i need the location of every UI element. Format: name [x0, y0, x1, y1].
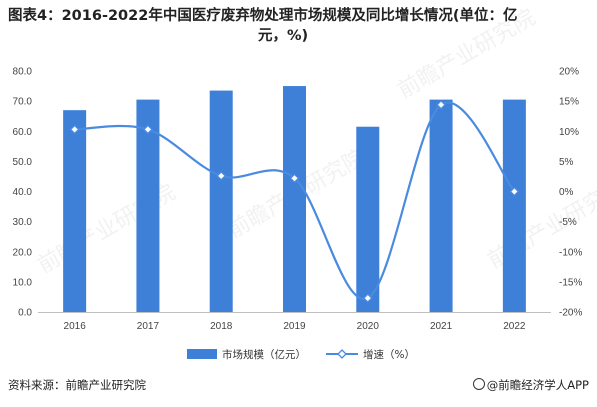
line-point-marker: [436, 99, 447, 110]
x-tick-label: 2018: [210, 321, 233, 332]
y-left-tick-label: 40.0: [13, 187, 33, 198]
x-tick-label: 2021: [430, 321, 453, 332]
y-left-tick-label: 10.0: [13, 277, 33, 288]
chart-title: 图表4：2016-2022年中国医疗废弃物处理市场规模及同比增长情况(单位：亿 …: [8, 6, 588, 46]
line-point-marker: [216, 170, 227, 181]
bar: [136, 99, 160, 313]
brand-footer: @前瞻经济学人APP: [472, 377, 589, 393]
y-left-tick-label: 30.0: [13, 217, 33, 228]
legend: 市场规模（亿元） 增速（%）: [187, 348, 415, 361]
line-point-marker: [362, 293, 373, 304]
legend-line-marker: [337, 349, 347, 359]
line-point-marker: [69, 124, 80, 135]
line-point-marker: [509, 186, 520, 197]
brand-name: @前瞻经济学人APP: [486, 378, 589, 392]
y-right-tick-label: 5%: [559, 157, 574, 168]
y-right-tick-label: -10%: [559, 247, 582, 258]
y-right-tick-label: -15%: [559, 277, 582, 288]
chart-title-line1: 图表4：2016-2022年中国医疗废弃物处理市场规模及同比增长情况(单位：亿: [8, 8, 518, 24]
bar: [63, 110, 87, 312]
watermark-text: 前瞻产业研究院: [394, 5, 540, 104]
y-left-tick-label: 60.0: [13, 127, 33, 138]
line-series: [69, 99, 520, 304]
y-right-tick-label: -5%: [559, 217, 577, 228]
y-right-tick-label: 0%: [559, 187, 574, 198]
line-point-marker: [142, 124, 153, 135]
chart-title-line2: 元，%): [258, 28, 309, 44]
x-tick-label: 2022: [503, 321, 526, 332]
y-right-tick-label: 15%: [559, 97, 579, 108]
bar: [356, 126, 380, 312]
y-left-tick-label: 20.0: [13, 247, 33, 258]
y-left-tick-label: 70.0: [13, 97, 33, 108]
y-left-tick-label: 0.0: [18, 308, 32, 319]
x-tick-label: 2017: [137, 321, 160, 332]
watermark-text: 前瞻产业研究院: [484, 175, 597, 274]
legend-bar-swatch: [187, 349, 217, 359]
line-point-marker: [289, 173, 300, 184]
bar: [502, 99, 526, 313]
bar-series: [63, 86, 526, 313]
axes: 0.0 10.0 20.0 30.0 40.0 50.0 60.0 70.0 80.0 -20% -…: [13, 67, 583, 333]
brand-logo-icon: [472, 378, 485, 390]
y-right-tick-label: 20%: [559, 67, 579, 78]
source-note: 资料来源：前瞻产业研究院: [8, 378, 146, 392]
bar: [429, 99, 453, 313]
bar: [283, 86, 306, 312]
y-right-tick-label: 10%: [559, 127, 579, 138]
x-tick-label: 2020: [357, 321, 380, 332]
x-tick-label: 2019: [283, 321, 306, 332]
y-left-tick-label: 50.0: [13, 157, 33, 168]
legend-bar-label: 市场规模（亿元）: [222, 348, 306, 361]
x-tick-label: 2016: [64, 321, 87, 332]
y-left-tick-label: 80.0: [13, 67, 33, 78]
legend-line-label: 增速（%）: [363, 348, 415, 361]
bar: [209, 90, 233, 312]
y-right-tick-label: -20%: [559, 308, 582, 319]
